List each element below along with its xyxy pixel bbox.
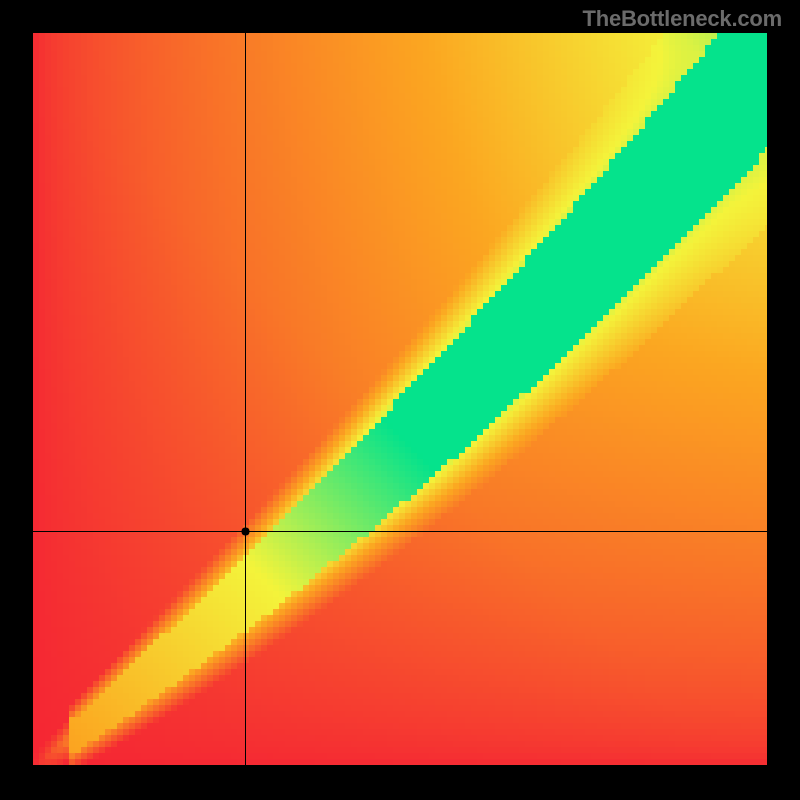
heatmap-plot: [33, 33, 767, 767]
watermark-text: TheBottleneck.com: [582, 6, 782, 32]
heatmap-canvas: [33, 33, 767, 767]
chart-frame: { "watermark": { "text": "TheBottleneck.…: [0, 0, 800, 800]
